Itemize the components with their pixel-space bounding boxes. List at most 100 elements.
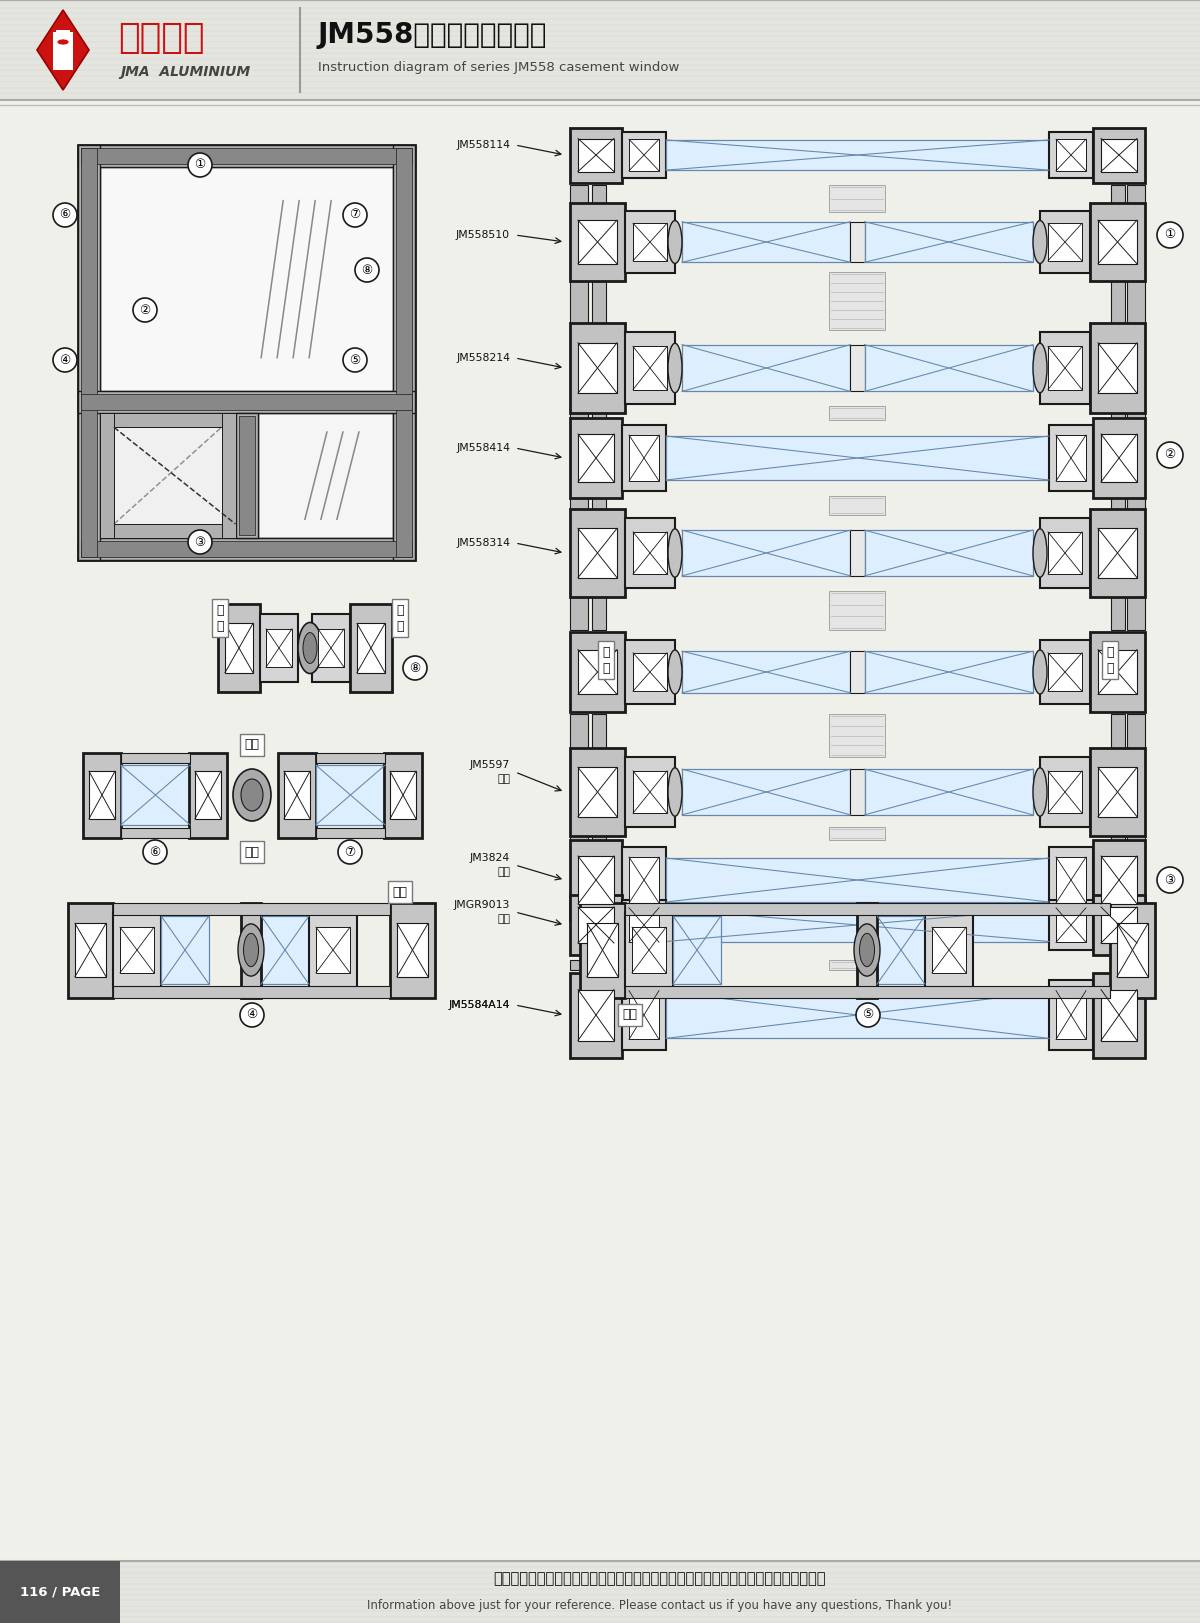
Bar	[121, 766, 190, 824]
Text: JMGR9013
角码: JMGR9013 角码	[454, 901, 510, 923]
Bar	[666, 859, 1049, 902]
Circle shape	[343, 203, 367, 227]
Ellipse shape	[668, 529, 682, 578]
Bar	[262, 915, 310, 984]
Bar	[682, 769, 851, 815]
Bar	[629, 857, 659, 902]
Circle shape	[1157, 867, 1183, 893]
Bar	[851, 531, 864, 576]
Bar	[194, 771, 221, 818]
Ellipse shape	[58, 39, 70, 45]
Bar	[190, 753, 227, 837]
Bar	[258, 414, 394, 537]
Bar	[78, 144, 415, 167]
Circle shape	[1157, 222, 1183, 248]
Text: 116 / PAGE: 116 / PAGE	[20, 1586, 100, 1599]
Text: ⑧: ⑧	[409, 662, 421, 675]
Bar	[864, 531, 1033, 576]
Bar	[625, 902, 1110, 914]
Bar	[625, 639, 674, 704]
Bar	[1093, 128, 1145, 182]
Bar	[592, 959, 606, 971]
Bar	[1048, 771, 1082, 813]
Bar	[1127, 273, 1145, 329]
Ellipse shape	[859, 933, 875, 967]
Bar	[877, 915, 925, 984]
Bar	[570, 497, 588, 514]
Text: ⑦: ⑦	[344, 846, 355, 859]
Bar	[235, 414, 258, 537]
Bar	[1090, 748, 1145, 836]
Bar	[1040, 639, 1090, 704]
Ellipse shape	[668, 221, 682, 263]
Bar	[570, 959, 588, 971]
Bar	[666, 909, 1049, 941]
Text: 室
外: 室 外	[1106, 646, 1114, 675]
Text: ④: ④	[246, 1008, 258, 1021]
Bar	[592, 828, 606, 841]
Bar	[625, 333, 674, 404]
Bar	[622, 901, 666, 949]
Bar	[829, 714, 886, 756]
Bar	[1090, 510, 1145, 597]
Bar	[578, 855, 614, 904]
Bar	[0, 0, 1200, 101]
Bar	[89, 771, 115, 818]
Bar	[1090, 203, 1145, 281]
Bar	[578, 342, 617, 393]
Bar	[1111, 406, 1126, 420]
Bar	[310, 912, 358, 988]
Text: 坚美铝业: 坚美铝业	[118, 21, 204, 55]
Text: JM5584A14: JM5584A14	[449, 1000, 510, 1010]
Bar	[578, 221, 617, 265]
Bar	[82, 148, 412, 164]
Bar	[570, 128, 622, 182]
Bar	[1093, 894, 1145, 954]
Bar	[1040, 518, 1090, 588]
Ellipse shape	[241, 779, 263, 812]
Bar	[1056, 140, 1086, 170]
Text: ①: ①	[1164, 229, 1176, 242]
Bar	[634, 652, 667, 691]
Bar	[625, 518, 674, 588]
Bar	[397, 923, 428, 977]
Bar	[53, 32, 73, 70]
Bar	[829, 406, 886, 420]
Bar	[100, 167, 394, 391]
Bar	[82, 148, 97, 557]
Bar	[625, 985, 1110, 998]
Ellipse shape	[302, 633, 317, 664]
Bar	[1093, 972, 1145, 1058]
Bar	[570, 748, 625, 836]
Bar	[592, 185, 606, 213]
Text: Instruction diagram of series JM558 casement window: Instruction diagram of series JM558 case…	[318, 62, 679, 75]
Text: ③: ③	[194, 536, 205, 549]
Text: ⑤: ⑤	[349, 354, 361, 367]
Bar	[570, 714, 588, 756]
Bar	[673, 915, 721, 984]
Bar	[278, 753, 316, 837]
Bar	[78, 144, 415, 560]
Polygon shape	[37, 10, 89, 89]
Text: JM5597
角码: JM5597 角码	[469, 761, 510, 784]
Bar	[100, 414, 235, 427]
Ellipse shape	[854, 923, 880, 975]
Bar	[932, 927, 966, 972]
Bar	[570, 185, 588, 213]
Bar	[1093, 841, 1145, 920]
Bar	[666, 992, 1049, 1039]
Bar	[1102, 138, 1138, 172]
Bar	[592, 591, 606, 630]
Bar	[226, 623, 253, 672]
Text: 室
外: 室 外	[396, 604, 403, 633]
Bar	[0, 1561, 120, 1623]
Circle shape	[856, 1003, 880, 1027]
Bar	[925, 912, 973, 988]
Bar	[384, 753, 422, 837]
Bar	[1049, 425, 1093, 490]
Bar	[100, 414, 235, 537]
Ellipse shape	[1033, 221, 1046, 263]
Bar	[578, 138, 614, 172]
Bar	[634, 346, 667, 390]
Bar	[100, 524, 235, 537]
